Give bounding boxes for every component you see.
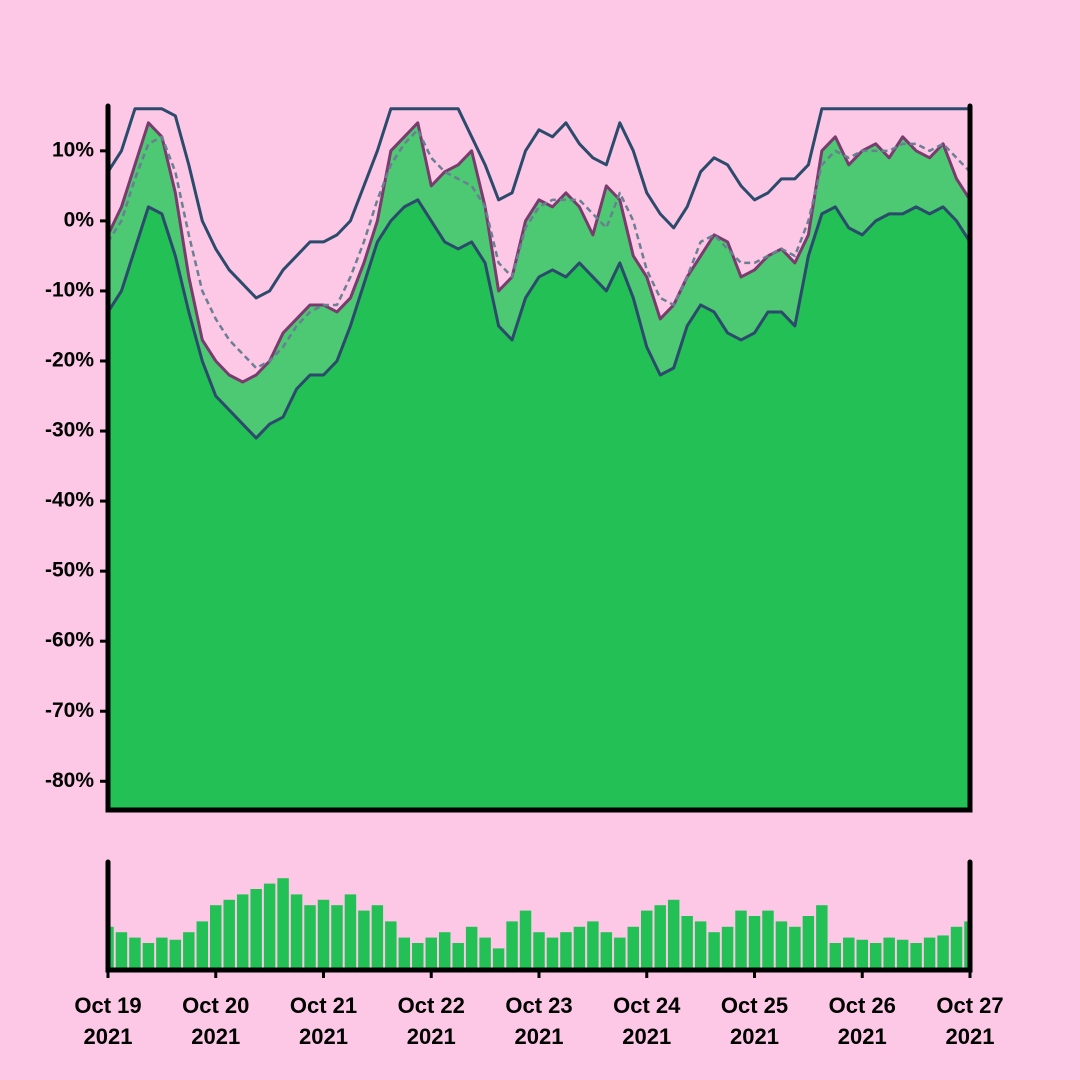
bar bbox=[843, 937, 855, 970]
bar bbox=[910, 943, 922, 970]
y-tick-label: -10% bbox=[45, 278, 94, 301]
bar bbox=[438, 932, 451, 970]
bar bbox=[600, 932, 613, 970]
y-tick-label: -50% bbox=[45, 559, 94, 582]
bar bbox=[937, 935, 949, 970]
bar bbox=[896, 939, 909, 970]
bar bbox=[533, 932, 545, 970]
bar bbox=[492, 948, 505, 970]
bar bbox=[546, 937, 559, 970]
bar bbox=[694, 921, 707, 970]
bar bbox=[573, 926, 586, 970]
x-tick-label: Oct 27 2021 bbox=[936, 993, 1004, 1049]
bar bbox=[129, 937, 141, 970]
line bbox=[106, 121, 972, 384]
x-tick-label: Oct 25 2021 bbox=[720, 993, 789, 1049]
bar bbox=[108, 926, 114, 970]
bar bbox=[183, 932, 195, 970]
x-tick-label: Oct 19 2021 bbox=[74, 993, 142, 1049]
bar bbox=[223, 899, 235, 970]
bar bbox=[317, 899, 330, 970]
y-tick-label: -60% bbox=[45, 629, 94, 652]
y-tick-label: -40% bbox=[45, 489, 94, 512]
bar bbox=[506, 921, 518, 970]
bar bbox=[762, 910, 774, 970]
bar bbox=[829, 943, 842, 970]
bar bbox=[802, 916, 815, 970]
area bbox=[108, 199, 970, 810]
bar bbox=[708, 932, 720, 970]
bar bbox=[869, 943, 882, 970]
bar bbox=[775, 921, 788, 970]
bar bbox=[425, 937, 437, 970]
y-tick-label: 10% bbox=[52, 138, 94, 161]
bar bbox=[950, 926, 963, 970]
bar bbox=[856, 939, 868, 970]
bar bbox=[465, 926, 478, 970]
x-tick-label: Oct 24 2021 bbox=[613, 993, 681, 1049]
bar bbox=[304, 905, 316, 970]
bar bbox=[964, 921, 970, 970]
bar bbox=[344, 894, 357, 970]
line bbox=[106, 198, 972, 440]
bar bbox=[883, 937, 895, 970]
x-tick-label: Oct 23 2021 bbox=[505, 993, 573, 1049]
bar bbox=[196, 921, 209, 970]
bar bbox=[923, 937, 936, 970]
y-tick-label: -20% bbox=[45, 349, 94, 372]
bar bbox=[452, 943, 464, 970]
bar bbox=[290, 894, 303, 970]
bar bbox=[681, 916, 693, 970]
bar bbox=[816, 905, 828, 970]
bar bbox=[519, 910, 532, 970]
x-tick-label: Oct 22 2021 bbox=[397, 993, 465, 1049]
y-tick-label: -30% bbox=[45, 419, 94, 442]
bar bbox=[250, 889, 262, 970]
bar bbox=[654, 905, 666, 970]
axis-frame bbox=[105, 859, 973, 973]
bar bbox=[385, 921, 397, 970]
bar bbox=[721, 926, 734, 970]
y-tick-label: -80% bbox=[45, 769, 94, 792]
bar bbox=[156, 937, 168, 970]
bar bbox=[667, 899, 680, 970]
y-tick-label: 0% bbox=[64, 208, 95, 231]
bar bbox=[263, 883, 276, 970]
bar bbox=[587, 921, 599, 970]
bar bbox=[412, 943, 424, 970]
bar bbox=[560, 932, 572, 970]
bar bbox=[735, 910, 747, 970]
bar bbox=[371, 905, 384, 970]
bar bbox=[210, 905, 222, 970]
bar bbox=[358, 910, 370, 970]
axis-frame bbox=[105, 103, 973, 813]
bar bbox=[641, 910, 653, 970]
bar bbox=[479, 937, 491, 970]
bar bbox=[236, 894, 249, 970]
x-tick-label: Oct 26 2021 bbox=[828, 993, 896, 1049]
bar bbox=[789, 926, 801, 970]
y-tick-label: -70% bbox=[45, 699, 94, 722]
bar bbox=[627, 926, 640, 970]
x-tick-label: Oct 21 2021 bbox=[289, 993, 358, 1049]
x-tick-label: Oct 20 2021 bbox=[182, 993, 250, 1049]
line bbox=[106, 107, 970, 300]
bar bbox=[277, 878, 289, 970]
bar bbox=[331, 905, 343, 970]
bar bbox=[748, 916, 761, 970]
bar bbox=[398, 937, 411, 970]
bar bbox=[169, 939, 182, 970]
bar bbox=[142, 943, 155, 970]
bar bbox=[115, 932, 128, 970]
bar bbox=[614, 937, 626, 970]
